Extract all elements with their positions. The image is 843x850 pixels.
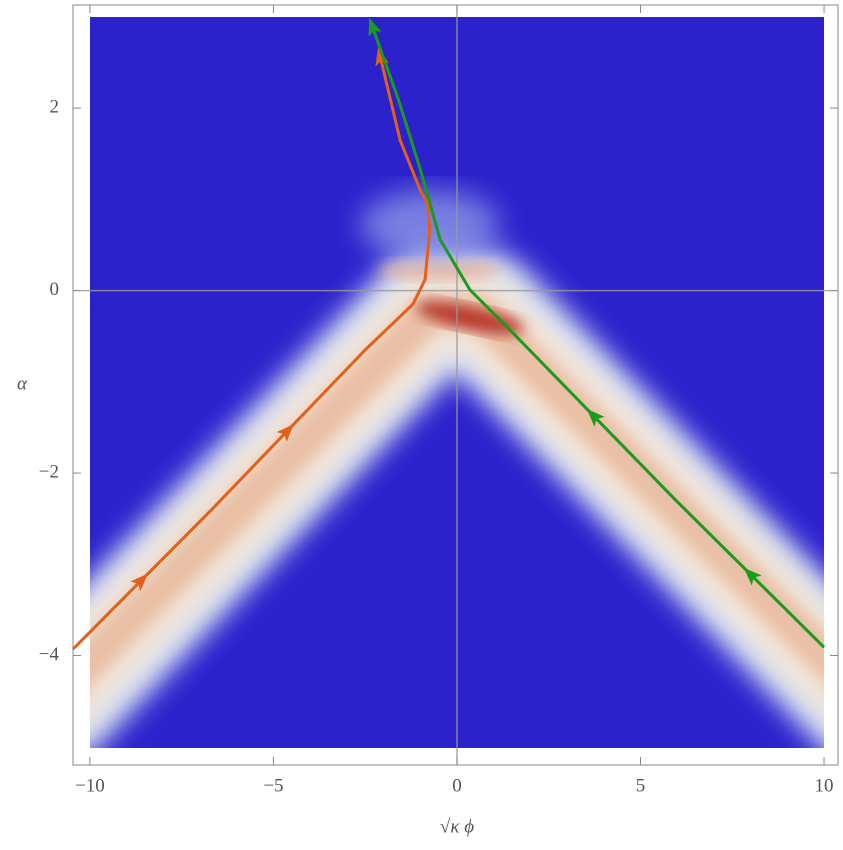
x-tick-label: 5 — [636, 775, 646, 796]
direction-arrow — [130, 573, 149, 592]
direction-arrow — [276, 423, 295, 442]
direction-arrow — [743, 567, 762, 586]
y-tick-label: −4 — [39, 644, 60, 665]
density-map — [90, 17, 824, 748]
x-axis-label: √κ ϕ — [440, 816, 474, 837]
plot-frame — [72, 4, 839, 766]
direction-arrow — [586, 408, 605, 427]
x-tick-label: 0 — [452, 775, 462, 796]
y-axis-label: α — [17, 373, 28, 394]
x-tick-label: −5 — [263, 775, 283, 796]
trajectory — [370, 24, 826, 649]
x-tick-label: −10 — [75, 775, 105, 796]
y-tick-label: 0 — [50, 279, 60, 300]
x-tick-label: 10 — [815, 775, 834, 796]
y-tick-label: 2 — [50, 96, 60, 117]
y-tick-label: −2 — [39, 461, 59, 482]
direction-arrow — [368, 17, 382, 37]
